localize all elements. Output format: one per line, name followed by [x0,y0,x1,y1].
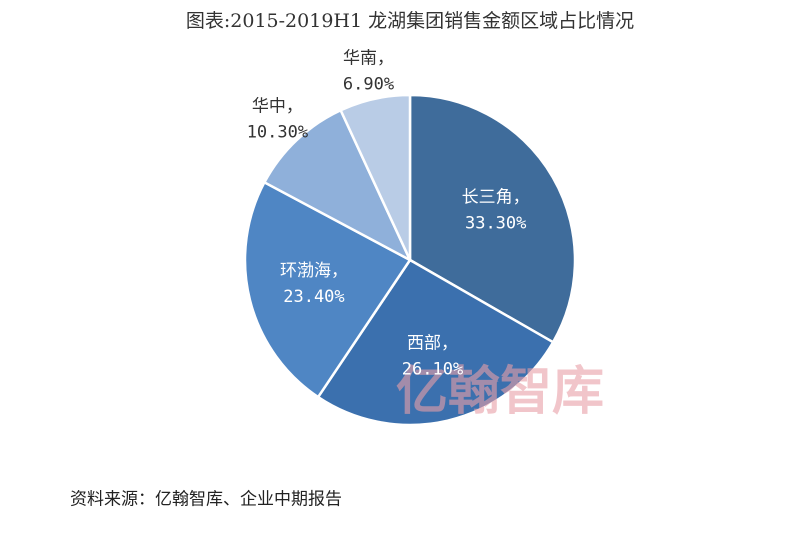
pie-slice [408,93,577,344]
watermark: 亿翰智库 [396,362,604,422]
chart-title: 图表:2015-2019H1 龙湖集团销售金额区域占比情况 [186,10,634,32]
slice-value-label: 23.40% [283,287,344,307]
slice-value-label: 6.90% [343,74,394,94]
pie-slice [339,93,412,261]
slice-value-label: 33.30% [465,213,526,233]
source-note: 资料来源：亿翰智库、企业中期报告 [70,490,342,510]
slice-value-label: 10.30% [247,123,308,143]
slice-label: 华中， [252,97,303,117]
slice-label: 华南， [343,48,394,68]
pie-slice [262,108,413,263]
slice-value-label: 26.10% [402,359,463,379]
slice-label: 西部， [407,333,458,353]
pie-slice [316,258,555,427]
slice-label: 长三角， [462,187,530,207]
pie-slice [243,180,412,399]
pie [243,93,577,427]
slice-label: 环渤海， [280,261,348,281]
